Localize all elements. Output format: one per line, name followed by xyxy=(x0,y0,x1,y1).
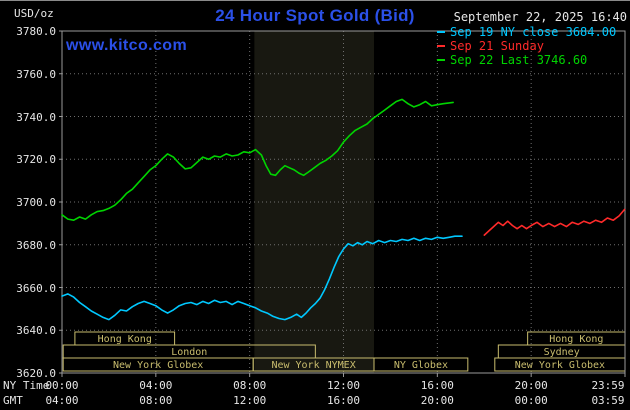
x-axis-ny-tick-label: 08:00 xyxy=(233,379,267,392)
session-box xyxy=(373,357,469,372)
kitco-watermark-link[interactable]: www.kitco.com xyxy=(66,37,188,54)
session-box-label: NY Globex xyxy=(394,360,448,371)
y-axis-tick-label: 3680.0 xyxy=(16,238,56,252)
legend-entry-label: Sep 22 Last 3746.60 xyxy=(450,53,588,67)
session-box-label: London xyxy=(171,347,207,358)
legend-entry-label: Sep 21 Sunday xyxy=(450,39,544,53)
series-line-2 xyxy=(61,98,454,221)
legend-entry: Sep 22 Last 3746.60 xyxy=(437,53,616,67)
legend-entry: Sep 21 Sunday xyxy=(437,39,616,53)
legend-entry: Sep 19 NY close 3684.00 xyxy=(437,25,616,39)
x-axis-gmt-tick-label: 03:59 xyxy=(591,394,625,407)
legend: Sep 19 NY close 3684.00 Sep 21 Sunday Sep … xyxy=(437,25,616,67)
legend-entry-label: Sep 19 NY close 3684.00 xyxy=(450,25,617,39)
x-axis-ny-time-label: NY Time xyxy=(3,379,50,392)
session-box-label: Hong Kong xyxy=(549,334,603,345)
y-axis-tick-label: 3720.0 xyxy=(16,153,56,167)
legend-line-marker xyxy=(437,59,445,61)
legend-line-marker xyxy=(437,31,445,33)
x-axis-gmt-tick-label: 16:00 xyxy=(326,394,361,407)
chart-title: 24 Hour Spot Gold (Bid) xyxy=(215,6,415,25)
legend-line-marker xyxy=(437,45,445,47)
plot-border xyxy=(61,30,626,374)
y-axis-tick-label: 3660.0 xyxy=(16,281,56,295)
x-axis-ny-tick-label: 16:00 xyxy=(420,379,454,392)
session-box-label: New York Globex xyxy=(113,360,203,371)
chart-datetime: September 22, 2025 16:40 xyxy=(453,10,627,24)
x-axis-gmt-tick-label: 04:00 xyxy=(45,394,79,407)
x-axis-ny-tick-label: 12:00 xyxy=(326,379,361,392)
session-box-label: Sydney xyxy=(544,347,580,358)
x-axis-ny-tick-label: 23:59 xyxy=(591,379,625,392)
y-axis-unit-label: USD/oz xyxy=(14,7,54,20)
series-line-1 xyxy=(483,208,626,236)
session-box-label: Hong Kong xyxy=(98,334,152,345)
x-axis-gmt-tick-label: 12:00 xyxy=(233,394,267,407)
x-axis-gmt-tick-label: 00:00 xyxy=(514,394,548,407)
y-axis-tick-label: 3640.0 xyxy=(16,324,56,338)
x-axis-ny-tick-label: 00:00 xyxy=(45,379,79,392)
y-axis-tick-label: 3620.0 xyxy=(16,367,56,380)
x-axis-gmt-label: GMT xyxy=(3,394,23,407)
series-line-0 xyxy=(61,235,463,321)
y-axis-tick-label: 3740.0 xyxy=(16,110,56,124)
x-axis-ny-tick-label: 20:00 xyxy=(514,379,548,392)
x-axis-gmt-tick-label: 08:00 xyxy=(139,394,173,407)
x-axis-ny-tick-label: 04:00 xyxy=(139,379,173,392)
y-axis-tick-label: 3780.0 xyxy=(16,25,56,38)
y-axis-tick-label: 3760.0 xyxy=(16,67,56,81)
session-box-label: New York NYMEX xyxy=(271,360,355,371)
session-box-label: New York Globex xyxy=(515,360,605,371)
x-axis-gmt-tick-label: 20:00 xyxy=(420,394,454,407)
y-axis-tick-label: 3700.0 xyxy=(16,196,56,209)
